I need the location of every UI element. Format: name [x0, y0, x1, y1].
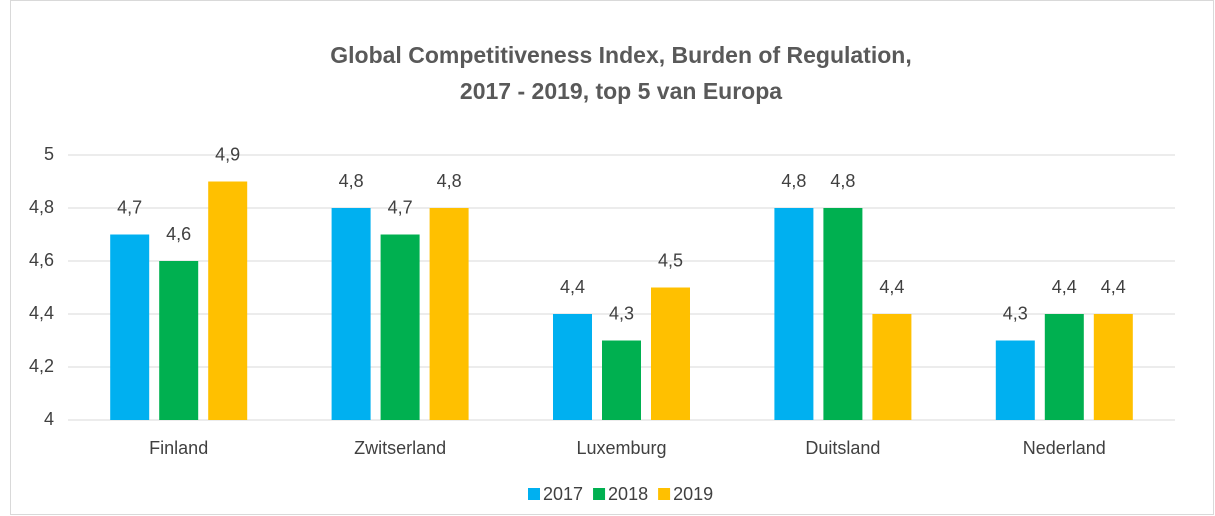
- chart-title: 2017 - 2019, top 5 van Europa: [460, 78, 782, 104]
- x-tick-label: Finland: [149, 438, 208, 458]
- data-label: 4,3: [609, 303, 634, 323]
- legend-swatch: [658, 488, 671, 500]
- bar: [823, 208, 863, 420]
- data-label: 4,7: [388, 197, 413, 217]
- bar: [1093, 314, 1133, 420]
- data-label: 4,8: [339, 171, 364, 191]
- legend-label: 2018: [608, 484, 648, 504]
- x-tick-label: Luxemburg: [576, 438, 666, 458]
- data-label: 4,8: [781, 171, 806, 191]
- data-label: 4,8: [437, 171, 462, 191]
- bar: [995, 340, 1035, 420]
- bar: [651, 287, 690, 420]
- data-label: 4,8: [830, 171, 855, 191]
- y-tick-label: 4,2: [29, 356, 54, 376]
- y-tick-label: 4: [44, 409, 54, 429]
- bar: [208, 181, 248, 420]
- x-tick-label: Duitsland: [805, 438, 880, 458]
- y-tick-label: 4,8: [29, 197, 54, 217]
- chart-title: Global Competitiveness Index, Burden of …: [330, 42, 911, 68]
- bar: [380, 234, 420, 420]
- bar: [553, 314, 592, 420]
- bar: [159, 261, 199, 420]
- legend-swatch: [593, 488, 606, 500]
- bar: [774, 208, 814, 420]
- legend-label: 2017: [543, 484, 583, 504]
- data-label: 4,6: [166, 224, 191, 244]
- data-label: 4,9: [215, 144, 240, 164]
- y-tick-label: 5: [44, 144, 54, 164]
- data-label: 4,4: [1052, 277, 1077, 297]
- bar: [429, 208, 469, 420]
- bar: [1044, 314, 1084, 420]
- data-label: 4,5: [658, 250, 683, 270]
- data-label: 4,7: [117, 197, 142, 217]
- y-tick-label: 4,6: [29, 250, 54, 270]
- x-tick-label: Zwitserland: [354, 438, 446, 458]
- bar: [872, 314, 912, 420]
- y-tick-label: 4,4: [29, 303, 54, 323]
- legend-label: 2019: [673, 484, 713, 504]
- bar: [602, 340, 641, 420]
- data-label: 4,3: [1003, 303, 1028, 323]
- data-label: 4,4: [879, 277, 904, 297]
- bar: [331, 208, 371, 420]
- legend-swatch: [528, 488, 540, 500]
- data-label: 4,4: [560, 277, 585, 297]
- bar: [110, 234, 150, 420]
- x-tick-label: Nederland: [1023, 438, 1106, 458]
- data-label: 4,4: [1101, 277, 1126, 297]
